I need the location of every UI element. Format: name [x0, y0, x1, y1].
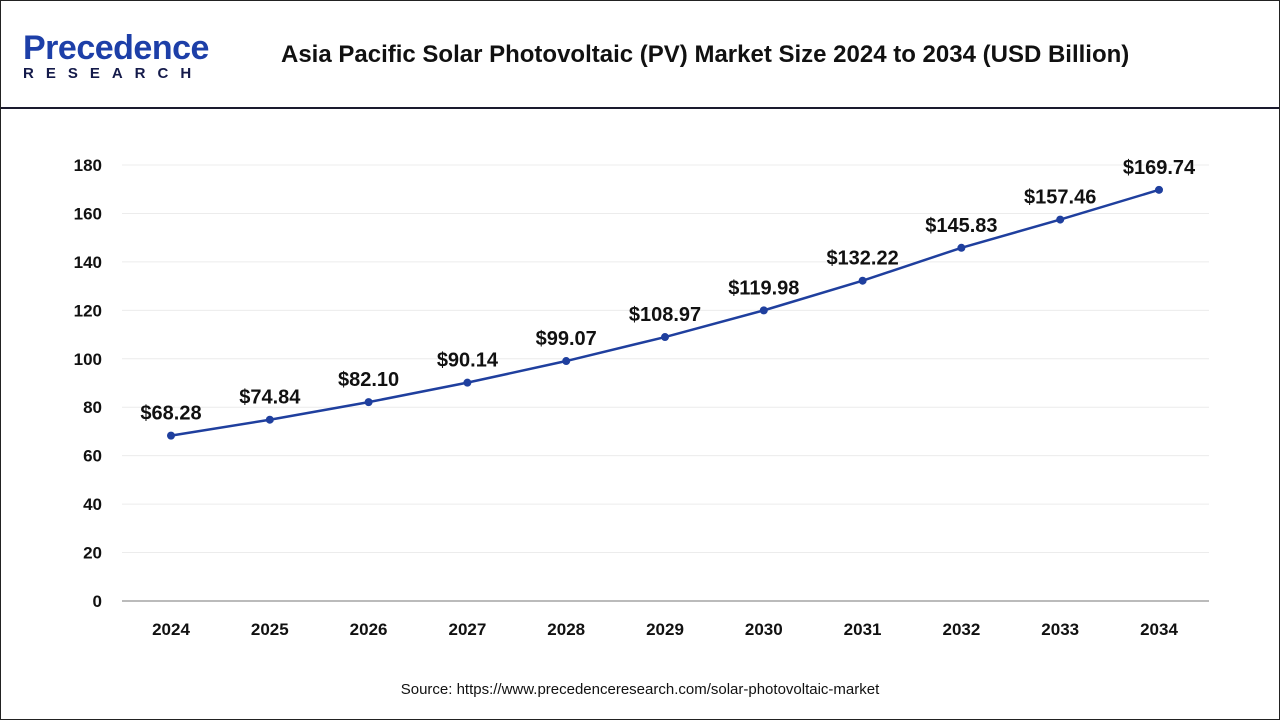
y-tick-label: 80	[83, 398, 102, 417]
data-point	[1056, 215, 1065, 224]
logo-line2: RESEARCH	[23, 65, 204, 82]
x-tick-label: 2033	[1041, 620, 1079, 639]
x-tick-label: 2025	[251, 620, 289, 639]
x-tick-label: 2034	[1140, 620, 1178, 639]
logo-line1: Precedence	[23, 29, 209, 67]
data-label: $68.28	[140, 403, 201, 425]
data-point	[562, 357, 571, 366]
y-tick-label: 100	[74, 350, 102, 369]
header: Precedence RESEARCH Asia Pacific Solar P…	[1, 1, 1279, 109]
y-tick-label: 0	[93, 592, 102, 611]
y-tick-label: 140	[74, 253, 102, 272]
x-tick-label: 2032	[942, 620, 980, 639]
data-point	[364, 398, 373, 407]
x-tick-label: 2031	[844, 620, 882, 639]
y-tick-label: 40	[83, 495, 102, 514]
data-point	[858, 276, 867, 285]
data-point	[661, 333, 669, 342]
y-tick-label: 160	[74, 204, 102, 223]
data-label: $169.74	[1123, 157, 1196, 179]
x-tick-label: 2026	[350, 620, 388, 639]
data-point	[167, 431, 175, 440]
data-point	[957, 243, 966, 252]
x-tick-label: 2024	[152, 620, 190, 639]
data-label: $145.83	[925, 215, 997, 237]
data-point	[1155, 185, 1163, 194]
x-tick-label: 2028	[547, 620, 585, 639]
logo: Precedence RESEARCH	[23, 31, 209, 82]
x-tick-label: 2027	[448, 620, 486, 639]
data-label: $74.84	[239, 387, 301, 409]
data-label: $90.14	[437, 350, 499, 372]
data-label: $119.98	[728, 277, 799, 299]
data-label: $132.22	[826, 248, 898, 270]
x-tick-label: 2029	[646, 620, 684, 639]
y-tick-label: 20	[83, 544, 102, 563]
source-note: Source: https://www.precedenceresearch.c…	[400, 681, 880, 698]
data-label: $82.10	[338, 369, 399, 391]
data-label: $157.46	[1024, 187, 1096, 209]
data-point	[463, 378, 472, 387]
data-point	[265, 415, 274, 424]
data-point	[759, 306, 768, 315]
y-tick-label: 120	[74, 301, 102, 320]
data-label: $99.07	[536, 328, 597, 350]
y-tick-label: 60	[83, 447, 102, 466]
x-tick-label: 2030	[745, 620, 783, 639]
y-tick-label: 180	[74, 156, 102, 175]
data-label: $108.97	[629, 304, 701, 326]
chart-title: Asia Pacific Solar Photovoltaic (PV) Mar…	[281, 41, 1130, 68]
